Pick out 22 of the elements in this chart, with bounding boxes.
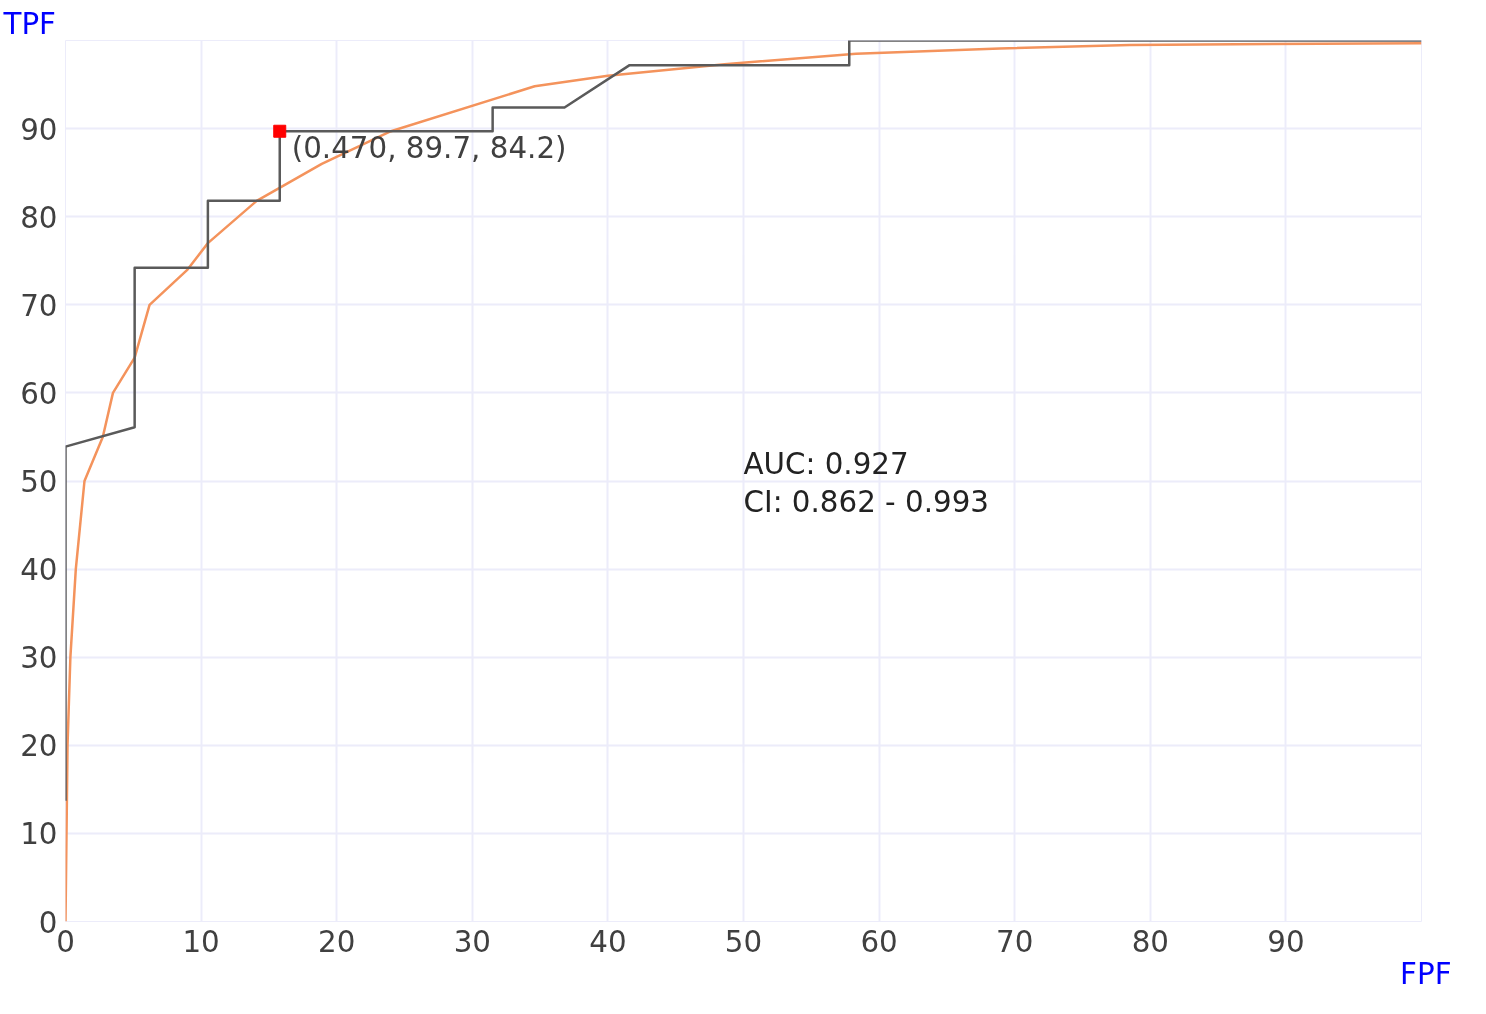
y-tick-label: 80	[20, 200, 58, 235]
x-tick-label: 10	[182, 924, 220, 959]
x-tick-label: 40	[589, 924, 627, 959]
y-tick-label: 70	[20, 288, 58, 323]
x-tick-label: 20	[318, 924, 356, 959]
x-tick-label: 60	[860, 924, 898, 959]
x-axis-title: FPF	[1400, 956, 1452, 991]
x-tick-label: 30	[453, 924, 491, 959]
x-tick-label: 70	[996, 924, 1034, 959]
x-tick-label: 90	[1267, 924, 1305, 959]
y-tick-label: 90	[20, 112, 58, 147]
x-tick-label: 80	[1131, 924, 1169, 959]
y-tick-label: 50	[20, 465, 58, 499]
annotation: AUC: 0.927	[743, 447, 909, 481]
x-tick-label: 50	[724, 924, 763, 959]
y-tick-label: 40	[20, 553, 58, 588]
annotation: CI: 0.862 - 0.993	[743, 485, 989, 519]
y-tick-label: 60	[20, 376, 58, 411]
y-tick-label: 30	[20, 641, 58, 676]
y-tick-label: 20	[20, 729, 58, 764]
y-tick-label: 10	[20, 817, 58, 852]
y-axis-title: TPF	[2, 6, 56, 41]
